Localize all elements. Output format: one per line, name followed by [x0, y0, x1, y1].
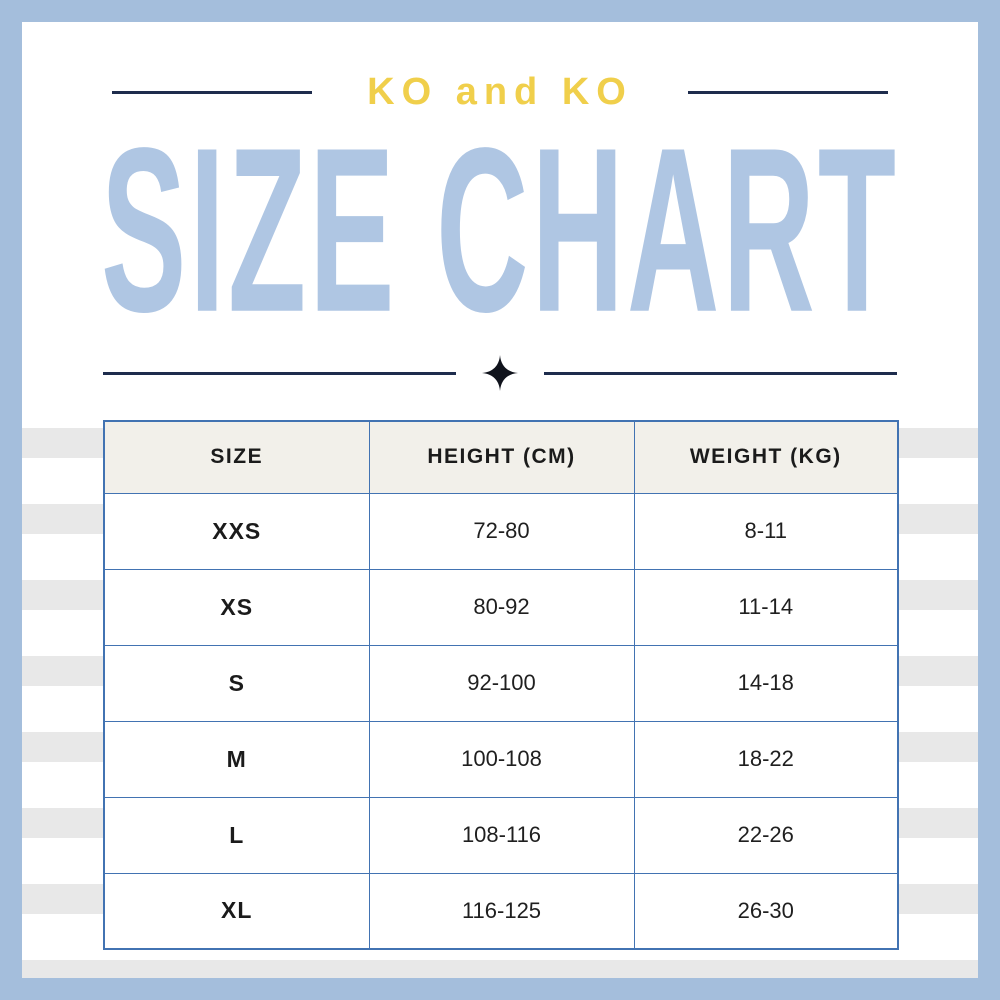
brand-rule-left: [112, 90, 313, 94]
table-row: XL 116-125 26-30: [103, 872, 899, 950]
page-title: SIZE CHART: [101, 100, 899, 362]
cell-weight: 8-11: [633, 492, 899, 570]
brand-name: KO and KO: [367, 70, 633, 113]
divider-rule-right: [544, 371, 897, 375]
col-header-size: SIZE: [103, 420, 370, 494]
card-inner: KO and KO SIZE CHART SIZE HEIGHT (CM) WE…: [22, 22, 978, 978]
size-table: SIZE HEIGHT (CM) WEIGHT (KG) XXS 72-80 8…: [103, 420, 899, 950]
cell-size: M: [103, 720, 370, 798]
table-row: L 108-116 22-26: [103, 796, 899, 874]
cell-size: XXS: [103, 492, 370, 570]
cell-size: S: [103, 644, 370, 722]
col-header-height: HEIGHT (CM): [368, 420, 635, 494]
divider-rule-left: [103, 371, 456, 375]
cell-weight: 22-26: [633, 796, 899, 874]
cell-height: 116-125: [368, 872, 635, 950]
brand-row: KO and KO: [22, 62, 978, 122]
table-row: XXS 72-80 8-11: [103, 492, 899, 570]
cell-height: 72-80: [368, 492, 635, 570]
cell-size: XL: [103, 872, 370, 950]
cell-weight: 18-22: [633, 720, 899, 798]
cell-weight: 14-18: [633, 644, 899, 722]
cell-height: 80-92: [368, 568, 635, 646]
cell-height: 100-108: [368, 720, 635, 798]
table-row: M 100-108 18-22: [103, 720, 899, 798]
cell-weight: 11-14: [633, 568, 899, 646]
divider: [103, 355, 897, 391]
cell-size: L: [103, 796, 370, 874]
sparkle-icon: [482, 355, 518, 391]
cell-height: 92-100: [368, 644, 635, 722]
cell-height: 108-116: [368, 796, 635, 874]
brand-rule-right: [687, 90, 888, 94]
table-row: XS 80-92 11-14: [103, 568, 899, 646]
title-wrap: SIZE CHART: [22, 114, 978, 348]
col-header-weight: WEIGHT (KG): [633, 420, 899, 494]
table-row: S 92-100 14-18: [103, 644, 899, 722]
table-header-row: SIZE HEIGHT (CM) WEIGHT (KG): [103, 420, 899, 494]
cell-size: XS: [103, 568, 370, 646]
cell-weight: 26-30: [633, 872, 899, 950]
